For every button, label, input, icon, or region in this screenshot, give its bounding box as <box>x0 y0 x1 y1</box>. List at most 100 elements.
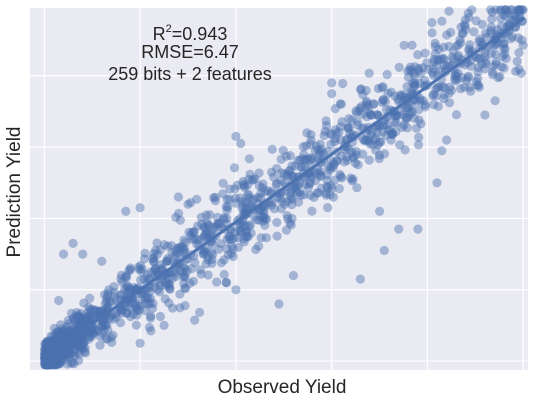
data-point <box>321 190 331 200</box>
data-point <box>442 135 452 145</box>
data-point <box>295 155 305 165</box>
data-point <box>379 245 389 256</box>
data-point <box>85 327 95 337</box>
data-point <box>241 227 252 237</box>
data-point <box>87 313 97 323</box>
data-point <box>106 296 116 306</box>
data-point <box>516 68 526 78</box>
data-point <box>247 195 257 206</box>
data-point <box>106 333 116 343</box>
data-point <box>155 311 165 322</box>
data-point <box>469 27 479 37</box>
data-point <box>155 245 165 255</box>
data-point <box>351 150 361 160</box>
data-point <box>385 124 395 135</box>
data-point <box>403 102 413 112</box>
data-point <box>73 312 83 322</box>
data-point <box>393 94 403 104</box>
data-point <box>222 234 232 244</box>
data-point <box>244 154 254 164</box>
data-point <box>72 338 82 348</box>
data-point <box>456 22 466 32</box>
data-point <box>180 301 190 311</box>
data-point <box>134 264 145 275</box>
data-point <box>276 154 286 164</box>
data-point <box>125 263 136 273</box>
data-point <box>399 120 409 130</box>
data-point <box>97 328 107 338</box>
data-point <box>496 13 506 23</box>
data-point <box>46 354 56 364</box>
data-point <box>499 10 509 20</box>
data-point <box>277 168 287 178</box>
data-point <box>49 352 60 362</box>
data-point <box>135 301 145 311</box>
data-point <box>391 118 401 128</box>
data-point <box>46 360 56 370</box>
data-point <box>337 117 347 127</box>
data-point <box>344 144 354 155</box>
data-point <box>477 19 487 29</box>
data-point <box>480 64 490 74</box>
data-point <box>366 109 376 120</box>
data-point <box>409 71 420 81</box>
data-point <box>117 308 127 318</box>
data-point <box>486 25 496 36</box>
data-point <box>321 121 332 131</box>
data-point <box>342 152 352 162</box>
data-point <box>402 82 412 92</box>
data-point <box>120 272 130 282</box>
data-point <box>481 32 491 43</box>
data-point <box>403 66 413 76</box>
data-point <box>41 360 52 370</box>
data-point <box>374 154 384 164</box>
data-point <box>390 117 400 127</box>
data-point <box>86 313 96 323</box>
data-point <box>439 94 449 104</box>
data-point <box>360 136 370 146</box>
data-point <box>432 61 442 71</box>
data-point <box>50 358 60 368</box>
data-point <box>40 350 50 360</box>
data-point <box>307 172 317 183</box>
data-point <box>432 178 442 188</box>
data-point <box>488 61 498 71</box>
r2-annotation: R2=0.943 <box>153 23 228 44</box>
data-point <box>122 308 132 318</box>
data-point <box>44 360 54 370</box>
data-point <box>397 106 407 116</box>
data-point <box>322 181 332 191</box>
data-point <box>422 58 432 68</box>
data-point <box>313 188 324 198</box>
data-point <box>40 350 50 360</box>
data-point <box>299 149 309 160</box>
data-point <box>173 192 183 202</box>
data-point <box>420 100 430 110</box>
data-point <box>318 149 328 159</box>
data-point <box>399 90 409 100</box>
data-point <box>71 321 81 331</box>
data-point <box>453 40 463 50</box>
data-point <box>353 120 363 130</box>
data-point <box>377 83 387 93</box>
data-point <box>442 61 452 71</box>
data-point <box>42 360 52 370</box>
data-point <box>49 360 59 370</box>
data-point <box>413 140 424 150</box>
data-point <box>107 337 117 347</box>
data-point <box>42 360 52 370</box>
data-point <box>125 285 135 295</box>
data-point <box>75 339 85 349</box>
data-point <box>70 338 80 348</box>
data-point <box>237 204 247 214</box>
data-point <box>330 175 340 185</box>
data-point <box>51 332 62 342</box>
data-point <box>420 102 430 112</box>
data-point <box>464 44 474 54</box>
data-point <box>514 64 524 74</box>
data-point <box>117 277 127 287</box>
data-point <box>279 169 289 179</box>
data-point <box>423 64 434 74</box>
data-point <box>133 262 144 272</box>
data-point <box>175 250 185 260</box>
